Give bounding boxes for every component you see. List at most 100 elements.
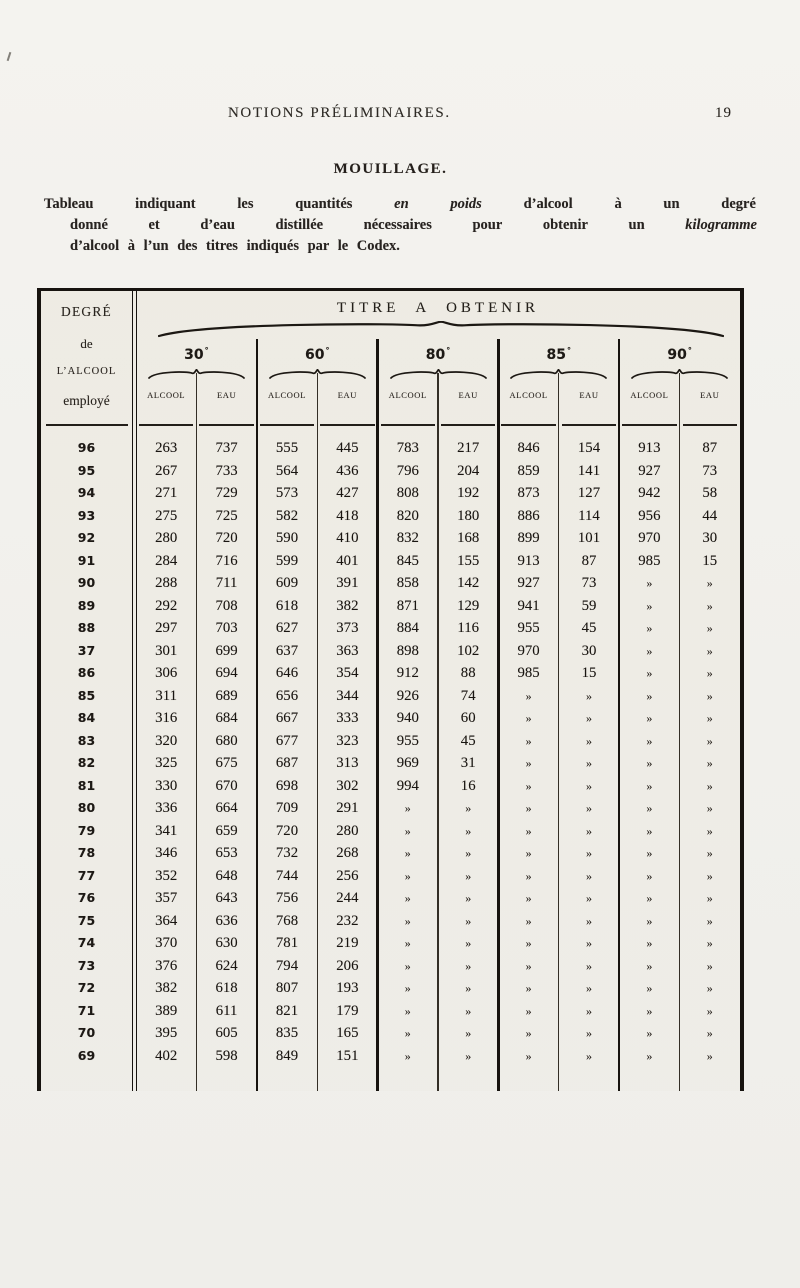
alcool-value-cell: 346 bbox=[155, 845, 178, 861]
intro-word: distillée bbox=[275, 217, 324, 233]
intro-word: d’eau bbox=[200, 217, 235, 233]
alcool-value-cell: 756 bbox=[275, 890, 299, 906]
eau-value-cell: 154 bbox=[577, 440, 601, 456]
subheader-alcool: ALCOOL bbox=[630, 390, 669, 400]
eau-value-cell: » bbox=[465, 823, 472, 838]
alcool-value-cell: 656 bbox=[275, 687, 299, 704]
alcool-value-cell: » bbox=[404, 823, 411, 838]
table-row: 85 311 689 656 344 926 74 » » » » bbox=[41, 685, 740, 708]
eau-value-cell: 618 bbox=[215, 980, 238, 996]
table-row: 94 271 729 573 427 808 192 873 127 942 58 bbox=[41, 482, 740, 505]
alcool-value-cell: » bbox=[646, 598, 653, 613]
table-row: 75 364 636 768 232 » » » » » » bbox=[41, 910, 740, 933]
eau-value-cell: » bbox=[706, 688, 713, 703]
alcool-value-cell: 370 bbox=[155, 935, 178, 951]
eau-value-cell: 605 bbox=[215, 1025, 238, 1041]
degree-group-label: 30° bbox=[136, 341, 257, 363]
alcool-value-cell: » bbox=[646, 958, 653, 973]
eau-value-cell: 675 bbox=[215, 755, 238, 771]
eau-value-cell: 445 bbox=[336, 440, 359, 456]
alcool-value-cell: 382 bbox=[155, 980, 178, 996]
eau-value-cell: » bbox=[585, 891, 592, 905]
alcool-value-cell: 884 bbox=[396, 620, 419, 636]
alcool-value-cell: 284 bbox=[155, 552, 178, 569]
eau-value-cell: 204 bbox=[457, 462, 480, 479]
corner-divider-double-rule bbox=[132, 291, 137, 1091]
page-number: 19 bbox=[715, 105, 732, 121]
eau-value-cell: » bbox=[706, 913, 713, 928]
degree-employed-cell: 83 bbox=[77, 732, 96, 748]
alcool-value-cell: » bbox=[646, 913, 653, 928]
alcool-value-cell: » bbox=[404, 846, 411, 860]
eau-value-cell: 73 bbox=[702, 462, 718, 479]
degree-employed-cell: 37 bbox=[77, 642, 96, 658]
eau-value-cell: » bbox=[585, 688, 592, 703]
alcool-value-cell: » bbox=[404, 981, 411, 995]
degree-employed-cell: 69 bbox=[77, 1047, 96, 1063]
eau-value-cell: 73 bbox=[581, 575, 597, 591]
header-rule-segment bbox=[320, 424, 375, 426]
eau-value-cell: 410 bbox=[336, 530, 359, 546]
table-row: 90 288 711 609 391 858 142 927 73 » » bbox=[41, 572, 740, 595]
eau-value-cell: 16 bbox=[460, 777, 476, 794]
alcool-value-cell: 940 bbox=[396, 710, 419, 726]
table-row: 74 370 630 781 219 » » » » » » bbox=[41, 932, 740, 955]
eau-value-cell: 116 bbox=[457, 620, 480, 636]
alcool-value-cell: » bbox=[525, 1003, 532, 1018]
alcool-value-cell: 832 bbox=[396, 530, 419, 546]
eau-value-cell: 15 bbox=[702, 552, 718, 569]
intro-word: obtenir bbox=[542, 217, 588, 233]
alcool-eau-divider-rule bbox=[558, 373, 560, 1091]
group-divider-rule bbox=[255, 339, 258, 1091]
alcool-value-cell: » bbox=[404, 936, 411, 950]
table-row: 92 280 720 590 410 832 168 899 101 970 30 bbox=[41, 527, 740, 550]
intro-line-3: d’alcool à l’un des titres indiqués par … bbox=[70, 238, 400, 254]
group-divider-rule bbox=[497, 339, 500, 1091]
table-body: 96 263 737 555 445 783 217 846 154 913 87 95 267 733 5… bbox=[41, 437, 740, 1067]
eau-value-cell: » bbox=[706, 756, 713, 770]
subheader-eau: EAU bbox=[216, 390, 237, 400]
intro-word: pour bbox=[472, 217, 503, 233]
alcool-value-cell: » bbox=[525, 981, 532, 995]
alcool-value-cell: 821 bbox=[275, 1002, 299, 1019]
intro-word: en bbox=[394, 196, 409, 212]
alcool-value-cell: » bbox=[646, 981, 653, 995]
eau-value-cell: 418 bbox=[336, 507, 359, 524]
eau-value-cell: 155 bbox=[457, 552, 480, 569]
eau-value-cell: 74 bbox=[460, 687, 476, 704]
subheader-alcool: ALCOOL bbox=[388, 390, 427, 400]
eau-value-cell: » bbox=[706, 778, 713, 793]
degree-employed-cell: 70 bbox=[77, 1025, 96, 1040]
alcool-value-cell: » bbox=[525, 913, 532, 928]
scan-speck bbox=[6, 51, 12, 62]
intro-word: quantités bbox=[295, 196, 353, 212]
eau-value-cell: » bbox=[706, 868, 713, 883]
eau-value-cell: 401 bbox=[336, 552, 359, 569]
titre-a-obtenir-header: TITRE A OBTENIR bbox=[336, 300, 540, 316]
alcool-value-cell: » bbox=[525, 868, 532, 883]
table-row: 37 301 699 637 363 898 102 970 30 » » bbox=[41, 640, 740, 663]
alcool-value-cell: » bbox=[646, 733, 653, 748]
table-row: 72 382 618 807 193 » » » » » » bbox=[41, 977, 740, 1000]
degree-mark: ° bbox=[325, 346, 330, 355]
subheader-alcool: ALCOOL bbox=[509, 390, 548, 400]
alcool-value-cell: 732 bbox=[275, 845, 299, 861]
header-rule-segment bbox=[441, 424, 496, 426]
alcool-value-cell: » bbox=[525, 756, 532, 770]
alcool-value-cell: » bbox=[525, 778, 532, 793]
eau-value-cell: 729 bbox=[215, 485, 238, 501]
eau-value-cell: » bbox=[465, 1026, 472, 1040]
eau-value-cell: 193 bbox=[336, 980, 359, 996]
degree-group-label: 80° bbox=[378, 341, 499, 363]
eau-value-cell: 142 bbox=[457, 575, 480, 591]
eau-value-cell: 354 bbox=[336, 665, 359, 681]
group-brace bbox=[268, 368, 366, 386]
degree-employed-cell: 74 bbox=[77, 935, 96, 950]
alcool-value-cell: 849 bbox=[275, 1047, 299, 1064]
alcool-value-cell: » bbox=[646, 846, 653, 860]
degree-mark: ° bbox=[446, 346, 451, 355]
eau-value-cell: 268 bbox=[336, 845, 359, 861]
alcool-value-cell: » bbox=[525, 733, 532, 748]
intro-word: degré bbox=[721, 196, 756, 212]
eau-value-cell: 427 bbox=[336, 485, 359, 501]
